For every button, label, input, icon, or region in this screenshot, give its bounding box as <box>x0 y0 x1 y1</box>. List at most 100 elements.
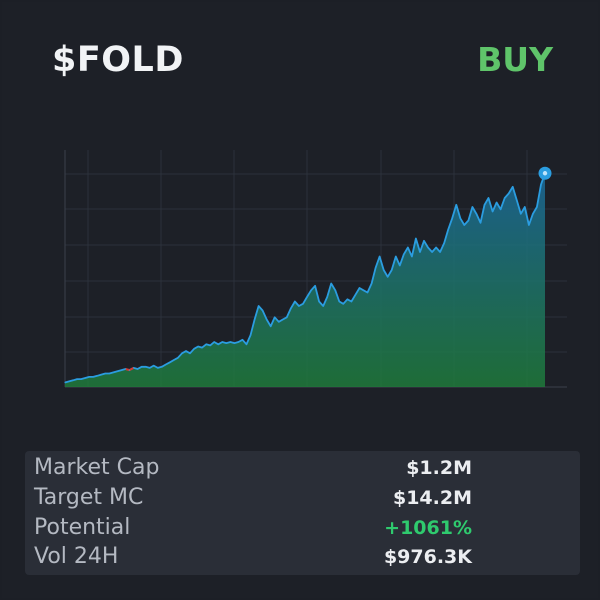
data-point-37 <box>213 341 215 343</box>
data-point-92 <box>435 246 437 249</box>
data-point-70 <box>346 298 348 300</box>
data-point-96 <box>451 217 453 219</box>
data-point-38 <box>217 343 219 345</box>
stat-row-potential: Potential +1061% <box>25 515 580 545</box>
data-point-64 <box>322 305 324 307</box>
data-point-46 <box>249 334 252 336</box>
data-point-88 <box>419 251 421 253</box>
potential-label: Potential <box>34 515 131 540</box>
data-point-20 <box>145 366 147 368</box>
price-area <box>65 173 545 387</box>
vol-24h-value: $976.3K <box>383 546 472 568</box>
data-point-65 <box>326 296 328 298</box>
data-point-61 <box>310 289 312 291</box>
chart-marks <box>64 166 552 384</box>
data-point-33 <box>197 345 199 348</box>
data-point-94 <box>443 242 445 244</box>
data-point-29 <box>181 352 183 354</box>
data-point-81 <box>391 269 393 271</box>
data-point-25 <box>165 363 167 366</box>
area-layer <box>65 173 545 387</box>
data-point-17 <box>133 367 135 369</box>
data-point-45 <box>245 343 248 345</box>
data-point-8 <box>96 375 98 377</box>
data-point-85 <box>407 246 409 249</box>
data-point-105 <box>487 197 490 199</box>
data-point-23 <box>157 367 159 369</box>
data-point-2 <box>72 379 74 381</box>
data-point-14 <box>120 369 123 371</box>
data-point-69 <box>342 303 344 305</box>
data-point-28 <box>177 357 179 359</box>
data-point-116 <box>532 213 534 215</box>
data-point-51 <box>270 325 272 327</box>
data-point-72 <box>354 294 356 296</box>
target-mc-value: $14.2M <box>392 487 472 509</box>
data-point-78 <box>379 255 381 258</box>
data-point-113 <box>520 213 522 215</box>
data-point-15 <box>124 368 127 370</box>
data-point-27 <box>173 359 175 361</box>
data-point-31 <box>189 352 191 354</box>
data-point-93 <box>439 251 441 253</box>
data-point-62 <box>314 285 316 287</box>
data-point-75 <box>366 291 369 294</box>
stat-row-market-cap: Market Cap $1.2M <box>25 455 580 485</box>
data-point-57 <box>294 300 296 303</box>
data-point-110 <box>508 192 510 195</box>
data-point-112 <box>516 199 518 201</box>
data-point-63 <box>318 300 320 303</box>
market-cap-value: $1.2M <box>406 457 472 479</box>
data-point-35 <box>205 343 207 345</box>
data-point-95 <box>447 228 449 231</box>
data-point-32 <box>193 348 195 350</box>
data-point-117 <box>536 206 538 208</box>
data-point-100 <box>467 219 469 222</box>
data-point-40 <box>225 342 227 344</box>
data-point-107 <box>496 201 498 204</box>
data-point-82 <box>395 255 397 258</box>
data-point-55 <box>286 316 288 318</box>
data-point-58 <box>298 305 300 307</box>
data-point-7 <box>92 376 94 378</box>
data-point-68 <box>338 300 340 303</box>
data-point-48 <box>258 305 260 307</box>
data-point-19 <box>141 366 143 368</box>
data-point-21 <box>149 367 151 369</box>
data-point-84 <box>403 253 405 255</box>
data-point-101 <box>471 206 473 208</box>
price-line <box>64 172 546 384</box>
data-point-104 <box>483 204 486 206</box>
data-point-115 <box>528 224 530 226</box>
data-point-52 <box>274 316 276 318</box>
token-ticker: $FOLD <box>52 40 184 80</box>
data-point-54 <box>282 318 284 321</box>
data-point-114 <box>524 206 526 208</box>
data-point-41 <box>229 341 231 343</box>
data-point-73 <box>358 287 361 289</box>
data-point-24 <box>161 366 163 368</box>
data-point-89 <box>423 240 425 242</box>
data-point-44 <box>241 339 244 341</box>
data-point-71 <box>350 300 352 303</box>
market-cap-label: Market Cap <box>34 455 160 480</box>
data-point-87 <box>415 237 417 240</box>
data-point-50 <box>266 318 268 321</box>
data-point-77 <box>375 267 377 269</box>
data-point-39 <box>221 341 223 343</box>
buy-signal: BUY <box>477 40 553 79</box>
data-point-4 <box>80 378 82 380</box>
data-point-56 <box>290 307 292 309</box>
data-point-10 <box>104 372 106 375</box>
data-point-3 <box>76 378 78 380</box>
stat-row-target-mc: Target MC $14.2M <box>25 485 580 515</box>
data-point-97 <box>455 204 457 206</box>
data-point-43 <box>237 341 239 343</box>
data-point-103 <box>479 222 482 224</box>
data-point-83 <box>399 264 401 267</box>
data-point-30 <box>185 350 187 352</box>
data-point-22 <box>153 365 155 367</box>
data-point-102 <box>475 213 477 215</box>
data-point-90 <box>427 246 429 249</box>
